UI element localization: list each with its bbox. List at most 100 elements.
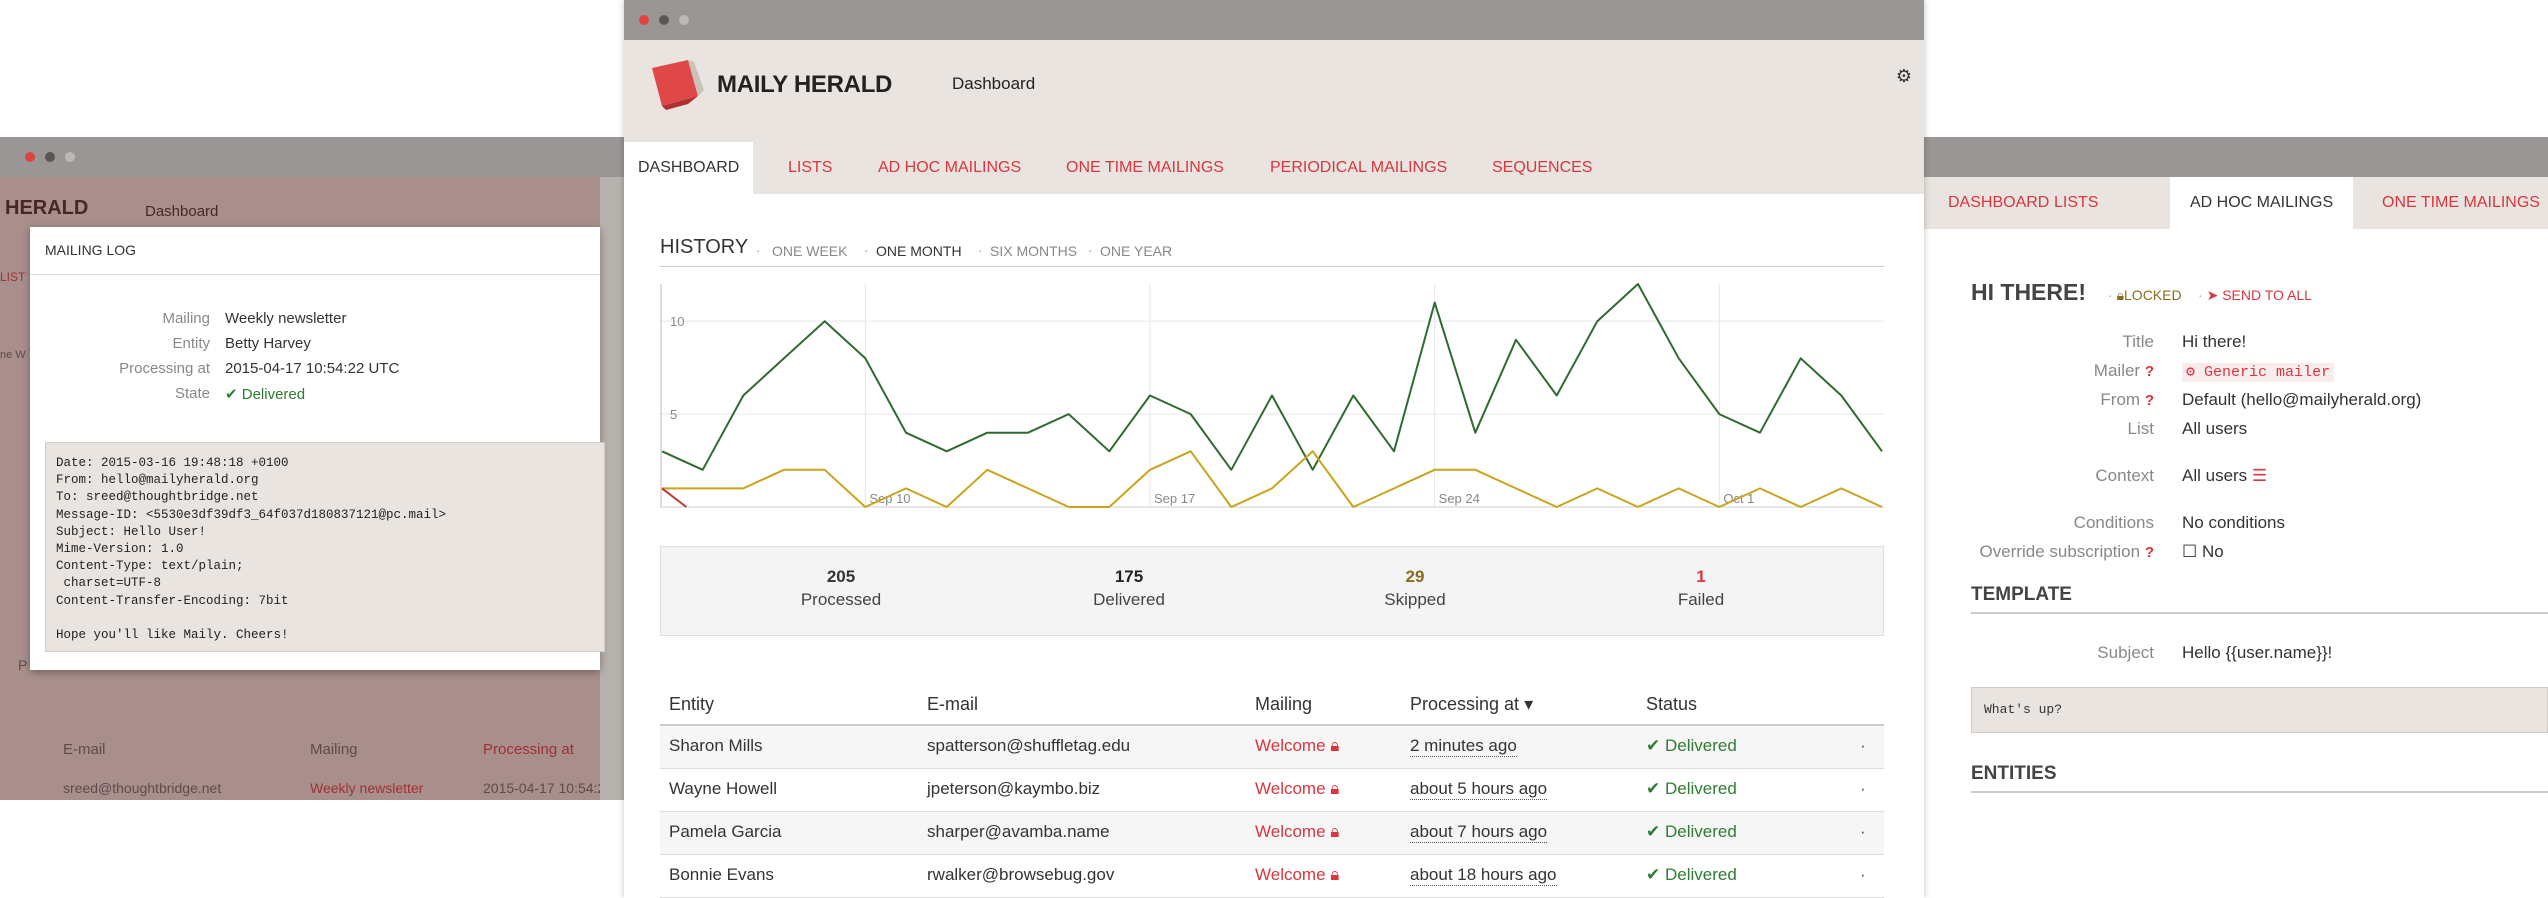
minimize-window-button[interactable] [659, 15, 669, 25]
nav-adhoc-mailings[interactable]: AD HOC MAILINGS [2170, 177, 2354, 229]
state-delivered: ✔ Delivered [225, 385, 305, 403]
range-separator: · [864, 242, 869, 258]
help-icon[interactable]: ? [2144, 392, 2154, 409]
check-icon: ✔ [1646, 822, 1665, 841]
field-value: Default (hello@mailyherald.org) [2182, 390, 2422, 409]
main-nav: DASHBOARD LISTS AD HOC MAILINGS ONE TIME… [624, 142, 1924, 194]
history-divider [660, 266, 1884, 267]
background-range-fragment: ne W [0, 349, 26, 361]
check-icon: ✔ [1646, 779, 1665, 798]
table-row[interactable]: Wayne Howell jpeterson@kaymbo.biz Welcom… [660, 769, 1884, 811]
field-value: Betty Harvey [225, 335, 311, 352]
history-title: HISTORY [660, 236, 749, 258]
field-key: From ? [2100, 390, 2154, 409]
nav-one-time-mailings[interactable]: ONE TIME MAILINGS [1066, 159, 1224, 176]
table-row[interactable]: Pamela Garcia sharper@avamba.name Welcom… [660, 812, 1884, 854]
range-one-month[interactable]: ONE MONTH [876, 243, 962, 259]
list-icon[interactable]: ☰ [2251, 466, 2268, 485]
main-nav: DASHBOARD LISTS AD HOC MAILINGS ONE TIME… [1924, 177, 2548, 229]
col-processing-at[interactable]: Processing at ▾ [1410, 694, 1534, 714]
background-brand: HERALD [5, 197, 89, 219]
table-row[interactable]: Sharon Mills spatterson@shuffletag.edu W… [660, 726, 1884, 768]
locked-label: LOCKED [2124, 287, 2182, 303]
col-email: E-mail [927, 694, 979, 714]
field-key: Subject [2097, 643, 2154, 662]
mailing-title: HI THERE! [1971, 279, 2086, 305]
row-action[interactable]: · [1860, 779, 1866, 798]
help-icon[interactable]: ? [2144, 544, 2154, 561]
lock-icon: 🔒︎ [1330, 779, 1340, 798]
field-key: Processing at [119, 360, 210, 377]
mailing-log-modal: MAILING LOG Mailing Weekly newsletter En… [30, 227, 605, 670]
y-tick-label: 5 [670, 407, 677, 422]
range-separator: · [1088, 242, 1093, 258]
nav-dashboard[interactable]: DASHBOARD [1948, 194, 2050, 211]
template-divider [1971, 612, 2548, 614]
cell-mailing-link[interactable]: Welcome 🔒︎ [1255, 736, 1340, 755]
cell-entity: Sharon Mills [669, 736, 763, 755]
check-icon: ✔ [1646, 865, 1665, 884]
list-link[interactable]: All users [2182, 419, 2248, 438]
cell-email: spatterson@shuffletag.edu [927, 736, 1131, 755]
nav-lists[interactable]: LISTS [788, 159, 833, 176]
cell-entity: Wayne Howell [669, 779, 778, 798]
cell-processing-at: 2 minutes ago [1410, 736, 1517, 757]
table-row[interactable]: Bonnie Evans rwalker@browsebug.gov Welco… [660, 855, 1884, 897]
brand-name[interactable]: MAILY HERALD [717, 71, 893, 98]
nav-adhoc-mailings[interactable]: AD HOC MAILINGS [878, 159, 1022, 176]
window-titlebar [624, 0, 1924, 40]
table-header-divider [660, 724, 1884, 726]
row-action[interactable]: · [1860, 822, 1866, 841]
nav-periodical-mailings[interactable]: PERIODICAL MAILINGS [1270, 159, 1448, 176]
check-icon: ✔ [225, 386, 242, 403]
range-one-week[interactable]: ONE WEEK [772, 243, 848, 259]
stat-delivered: 175 Delivered [1029, 567, 1229, 610]
row-action[interactable]: · [1860, 865, 1866, 884]
lock-icon: 🔒︎ [2116, 287, 2125, 303]
range-separator: · [756, 242, 761, 258]
nav-one-time-mailings[interactable]: ONE TIME MAILINGS [2382, 194, 2540, 211]
range-one-year[interactable]: ONE YEAR [1100, 243, 1173, 259]
zoom-window-button[interactable] [679, 15, 689, 25]
minimize-window-button[interactable] [45, 152, 55, 162]
row-action[interactable]: · [1860, 736, 1866, 755]
header-dashboard-link[interactable]: Dashboard [952, 74, 1036, 93]
close-window-button[interactable] [639, 15, 649, 25]
stat-value: 29 [1405, 567, 1425, 586]
cell-mailing-link[interactable]: Welcome 🔒︎ [1255, 822, 1340, 841]
paper-plane-icon: ➤ [2206, 287, 2219, 303]
maily-logo-icon[interactable] [648, 60, 704, 110]
row-divider [660, 811, 1884, 812]
state-text: Delivered [241, 386, 306, 403]
caret-down-icon: ▾ [1524, 694, 1534, 714]
cell-status: ✔ Delivered [1646, 779, 1737, 798]
close-window-button[interactable] [25, 152, 35, 162]
field-key: Mailer ? [2093, 361, 2154, 380]
adhoc-mailing-window: DASHBOARD LISTS AD HOC MAILINGS ONE TIME… [1924, 137, 2548, 898]
cell-mailing-link[interactable]: Welcome 🔒︎ [1255, 779, 1340, 798]
nav-dashboard[interactable]: DASHBOARD [624, 142, 754, 194]
window-titlebar [1924, 137, 2548, 177]
checkbox-icon[interactable]: ☐ [2182, 542, 2198, 561]
send-to-all-link[interactable]: · ➤ SEND TO ALL [2198, 287, 2312, 303]
cell-email: rwalker@browsebug.gov [927, 865, 1115, 884]
zoom-window-button[interactable] [65, 152, 75, 162]
cell-status: ✔ Delivered [1646, 865, 1737, 884]
field-key: Override subscription ? [1979, 542, 2154, 561]
stat-label: Failed [1677, 590, 1725, 609]
stat-value: 1 [1696, 567, 1706, 586]
cell-mailing-link[interactable]: Welcome 🔒︎ [1255, 865, 1340, 884]
mailer-badge[interactable]: ⚙ Generic mailer [2182, 363, 2335, 382]
nav-sequences[interactable]: SEQUENCES [1492, 159, 1593, 176]
background-row-processing: 2015-04-17 10:54:2 [483, 780, 606, 796]
field-value: Weekly newsletter [225, 310, 347, 327]
field-key: Context [2095, 466, 2154, 485]
modal-divider [30, 274, 600, 275]
gear-icon[interactable]: ⚙ [1895, 66, 1912, 86]
lock-icon: 🔒︎ [1330, 822, 1340, 841]
field-value: ☐ No [2182, 542, 2224, 561]
range-six-months[interactable]: SIX MONTHS [990, 243, 1078, 259]
help-icon[interactable]: ? [2144, 363, 2154, 380]
nav-lists[interactable]: LISTS [2054, 194, 2099, 211]
